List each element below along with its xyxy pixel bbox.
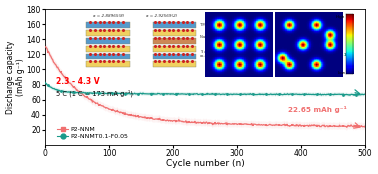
Text: 2.3 - 4.3 V: 2.3 - 4.3 V [56,77,100,86]
Point [96,103,102,106]
Point [237,123,243,126]
Point [135,92,141,95]
Text: 66.53 mAh g⁻¹: 66.53 mAh g⁻¹ [288,53,347,60]
Point [148,92,154,95]
Point [263,93,269,96]
Point [250,93,256,96]
Point [58,71,64,74]
Point [263,124,269,126]
Point [340,125,346,128]
Point [212,122,218,125]
Point [109,92,115,95]
Legend: P2-NNM, P2-NNMT0.1-F0.05: P2-NNM, P2-NNMT0.1-F0.05 [54,124,131,142]
Point [225,122,231,125]
Point [173,120,179,122]
Point [186,93,192,95]
Point [276,124,282,126]
Point [109,109,115,111]
Point [58,89,64,92]
Point [327,125,333,127]
Point [353,125,359,128]
Point [353,93,359,96]
Text: 5 C (1 C = 173 mA g⁻¹): 5 C (1 C = 173 mA g⁻¹) [56,90,133,97]
Point [173,93,179,95]
Point [301,124,307,127]
Point [237,93,243,96]
Point [160,93,166,95]
Point [314,93,320,96]
Point [288,93,294,96]
Point [96,92,102,95]
Point [186,121,192,123]
Point [301,93,307,96]
Point [45,84,51,87]
Point [314,124,320,127]
Point [288,124,294,127]
Point [199,121,205,124]
Point [340,93,346,96]
Point [71,91,77,94]
Y-axis label: Discharge capacity
(mAh g⁻¹): Discharge capacity (mAh g⁻¹) [6,40,25,114]
Text: 79.59%: 79.59% [233,56,268,65]
Point [84,96,90,99]
Point [225,93,231,96]
Point [71,86,77,88]
X-axis label: Cycle number (n): Cycle number (n) [166,159,245,168]
Text: 22.65 mAh g⁻¹: 22.65 mAh g⁻¹ [288,106,347,113]
Point [276,93,282,96]
Point [135,115,141,118]
Point [122,112,128,115]
Point [250,123,256,126]
Point [45,50,51,53]
Point [148,117,154,120]
Point [122,92,128,95]
Point [212,93,218,96]
Point [84,92,90,94]
Point [327,93,333,96]
Point [199,93,205,96]
Point [160,118,166,121]
